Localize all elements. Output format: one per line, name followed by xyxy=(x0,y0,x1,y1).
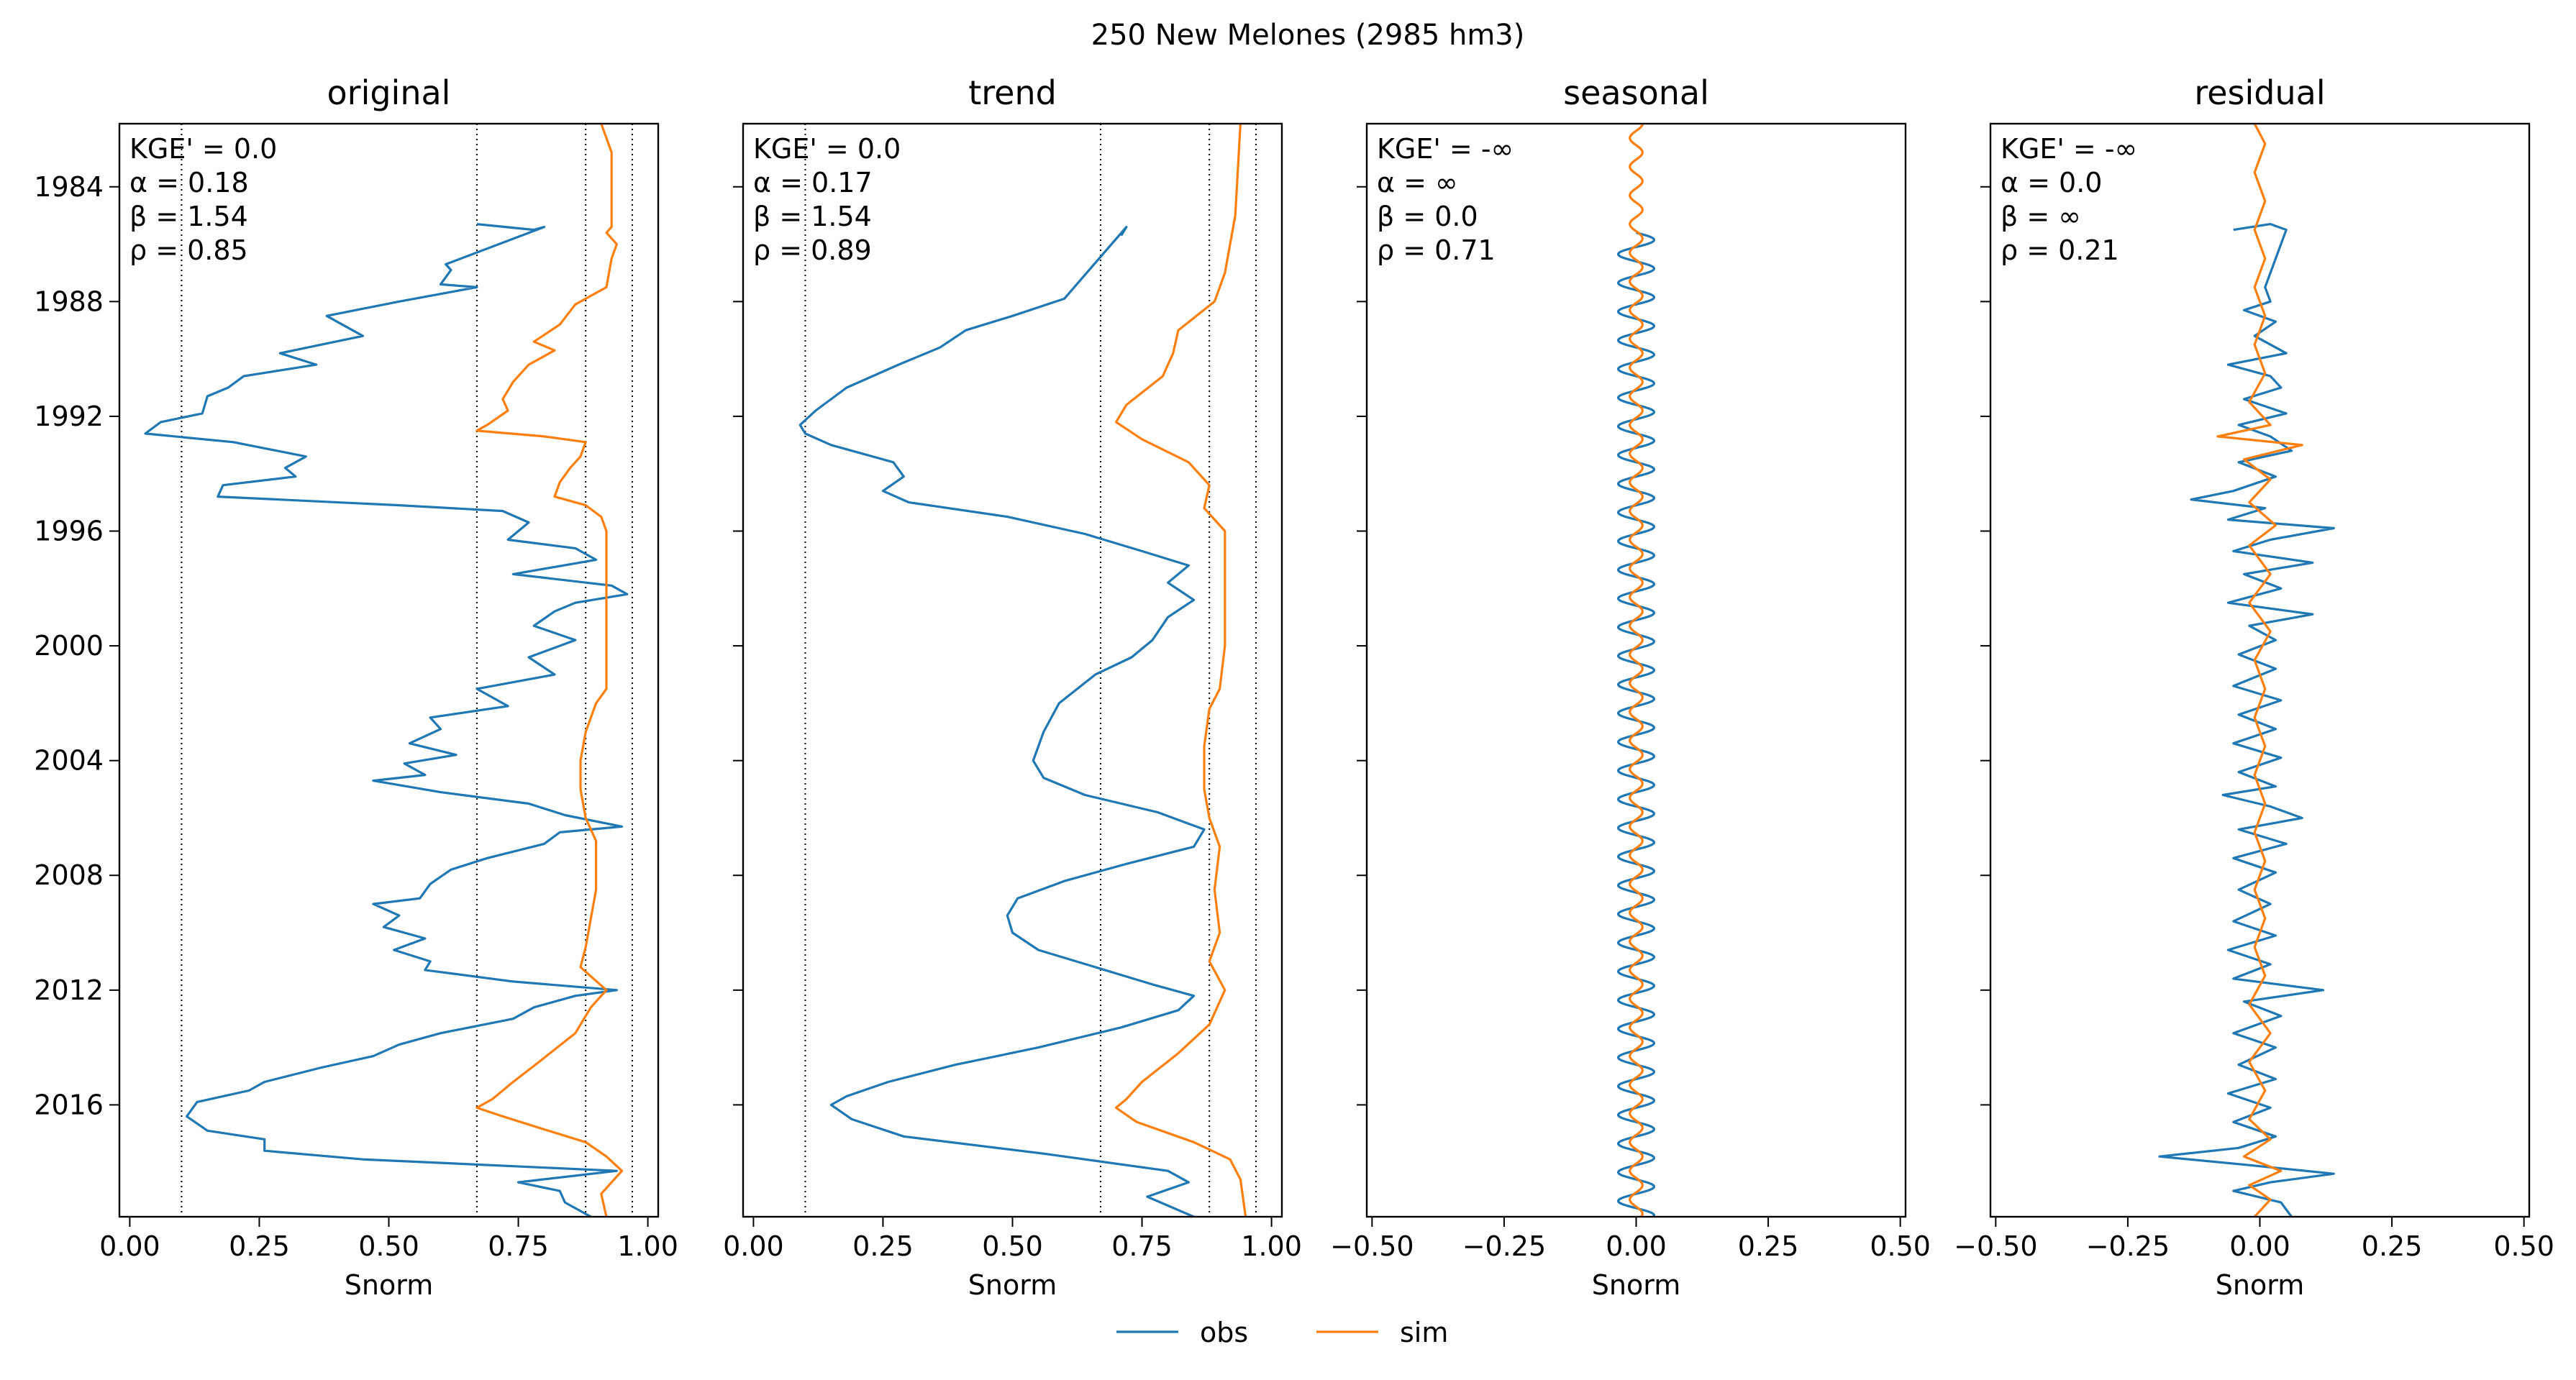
series-obs-line xyxy=(798,226,1206,1217)
x-tick-label: 0.00 xyxy=(99,1230,160,1262)
panel-seasonal: seasonal −0.50 −0.25 0.00 0.25 0.50 Snorm KGE' … xyxy=(1330,73,1931,1301)
y-tick-label: 1992 xyxy=(34,401,104,432)
panels: original 0.00 0.25 0.50 0.75 1.00 Snorm 1984 198… xyxy=(34,73,2554,1301)
metric-annotation: KGE' = 0.0 xyxy=(129,133,277,165)
x-tick-label: 0.00 xyxy=(723,1230,784,1262)
metric-annotation: KGE' = 0.0 xyxy=(753,133,901,165)
plot-area xyxy=(2158,124,2335,1217)
metric-annotation: β = 0.0 xyxy=(1377,201,1478,232)
x-tick-label: −0.50 xyxy=(1330,1230,1414,1262)
panel-trend: trend 0.00 0.25 0.50 0.75 1.00 Snorm KGE' = 0.0… xyxy=(723,73,1302,1301)
series-sim-line xyxy=(475,124,624,1217)
metric-annotation: ρ = 0.71 xyxy=(1377,234,1496,266)
x-tick-label: −0.25 xyxy=(2086,1230,2170,1262)
panel-original: original 0.00 0.25 0.50 0.75 1.00 Snorm 1984 198… xyxy=(34,73,678,1301)
metric-annotation: ρ = 0.85 xyxy=(129,234,248,266)
legend: obs sim xyxy=(1116,1317,1448,1348)
metric-annotation: KGE' = -∞ xyxy=(2001,133,2137,165)
x-tick-label: 0.00 xyxy=(1606,1230,1667,1262)
figure-suptitle: 250 New Melones (2985 hm3) xyxy=(1091,19,1525,52)
x-tick-label: 0.50 xyxy=(1870,1230,1931,1262)
metric-annotation: β = ∞ xyxy=(2001,201,2081,232)
x-tick-label: 0.25 xyxy=(1738,1230,1799,1262)
panel-title: seasonal xyxy=(1563,73,1709,112)
y-tick-label: 2000 xyxy=(34,630,104,662)
x-tick-label: 0.50 xyxy=(2493,1230,2554,1262)
metric-annotation: α = 0.0 xyxy=(2001,167,2102,198)
metric-annotation: KGE' = -∞ xyxy=(1377,133,1514,165)
plot-area xyxy=(798,124,1247,1217)
y-tick-label: 1984 xyxy=(34,171,104,203)
legend-label-sim: sim xyxy=(1400,1317,1448,1348)
metric-annotation: α = 0.18 xyxy=(129,167,249,198)
x-tick-label: 0.50 xyxy=(982,1230,1043,1262)
x-tick-label: 0.25 xyxy=(852,1230,914,1262)
metric-annotation: β = 1.54 xyxy=(129,201,248,232)
x-tick-label: 0.25 xyxy=(2362,1230,2423,1262)
y-tick-label: 2012 xyxy=(34,974,104,1006)
x-axis-label: Snorm xyxy=(2216,1269,2304,1301)
x-tick-label: 1.00 xyxy=(617,1230,678,1262)
metric-annotation: β = 1.54 xyxy=(753,201,872,232)
plot-area xyxy=(1617,124,1655,1217)
x-tick-label: −0.25 xyxy=(1462,1230,1546,1262)
x-axis-label: Snorm xyxy=(968,1269,1057,1301)
x-axis-label: Snorm xyxy=(345,1269,433,1301)
metric-annotation: α = ∞ xyxy=(1377,167,1458,198)
x-tick-label: 0.50 xyxy=(358,1230,419,1262)
plot-area xyxy=(144,124,629,1217)
x-tick-label: 0.75 xyxy=(1111,1230,1173,1262)
metric-annotation: ρ = 0.21 xyxy=(2001,234,2119,266)
x-tick-label: 1.00 xyxy=(1241,1230,1302,1262)
series-obs-line xyxy=(1617,232,1655,1217)
metric-annotation: ρ = 0.89 xyxy=(753,234,872,266)
metric-annotation: α = 0.17 xyxy=(753,167,873,198)
x-tick-label: 0.75 xyxy=(488,1230,549,1262)
y-tick-label: 2016 xyxy=(34,1089,104,1120)
panel-title: original xyxy=(327,73,451,112)
y-tick-label: 2004 xyxy=(34,745,104,777)
y-tick-label: 1988 xyxy=(34,285,104,317)
y-tick-label: 1996 xyxy=(34,516,104,547)
x-tick-label: 0.25 xyxy=(229,1230,290,1262)
panel-title: residual xyxy=(2194,73,2325,112)
series-sim-line xyxy=(1629,124,1644,1217)
x-axis-label: Snorm xyxy=(1592,1269,1680,1301)
x-tick-label: −0.50 xyxy=(1954,1230,2037,1262)
panel-residual: residual −0.50 −0.25 0.00 0.25 0.50 Snorm KGE' … xyxy=(1954,73,2554,1301)
legend-label-obs: obs xyxy=(1200,1317,1248,1348)
series-sim-line xyxy=(1114,124,1247,1217)
series-sim-line xyxy=(2216,124,2303,1217)
x-tick-label: 0.00 xyxy=(2229,1230,2290,1262)
series-obs-line xyxy=(144,223,629,1217)
panel-title: trend xyxy=(968,73,1057,112)
y-tick-label: 2008 xyxy=(34,859,104,891)
